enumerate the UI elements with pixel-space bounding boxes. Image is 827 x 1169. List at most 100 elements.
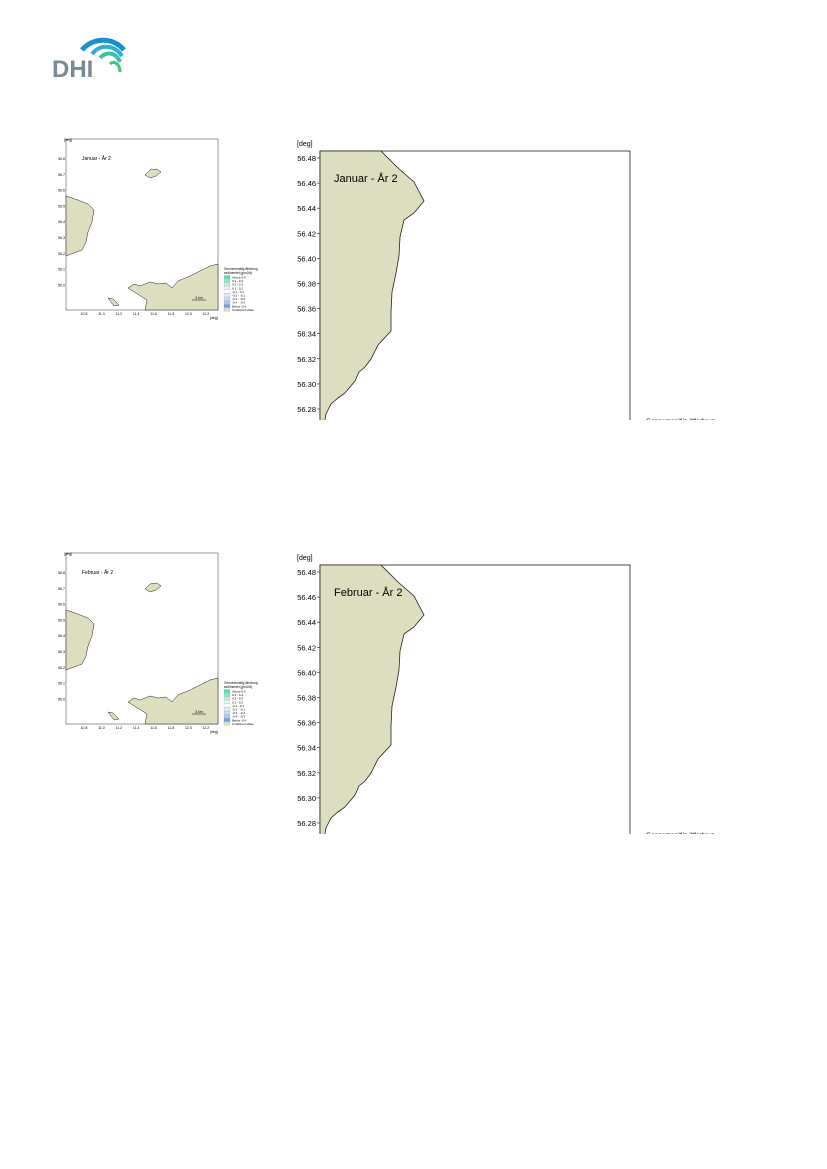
thumb-x-tick: 11.8 [168,726,175,730]
thumb-legend-subtitle: sedimentet (g/m2/d) [224,271,252,275]
thumb-legend-swatch [223,282,231,287]
thumb-legend-subtitle: sedimentet (g/m2/d) [224,685,252,689]
y-tick-label: 56.30 [297,794,316,803]
thumb-legend-swatch [223,286,231,290]
y-tick-label: 56.42 [297,643,316,652]
coastline-land [319,564,425,834]
thumb-legend-swatch [223,297,231,301]
thumb-x-unit: [deg] [210,730,218,734]
thumb-legend-label: Above 0.4 [232,690,246,694]
map-title: Februar - År 2 [334,586,402,599]
map-title: Januar - År 2 [334,172,398,185]
thumb-legend-label: -0.1 - 0.1 [232,290,244,294]
thumb-legend-swatch [223,714,231,719]
thumb-land-south [127,263,219,311]
thumb-y-tick: 56.3 [58,650,65,654]
map-figure-january: Januar - År 2 56.48 56.46 56.44 56.42 56.40 56… [58,138,715,420]
thumb-legend-swatch [223,279,231,283]
thumb-x-tick: 10.8 [81,312,88,316]
thumb-legend-label: Above 0.4 [232,276,246,280]
legend-title: Gennemsnitlig iltforbrug [646,832,715,834]
thumb-legend-label: 0.1 - 0.2 [232,700,243,704]
thumb-legend-swatch [223,300,231,305]
thumb-x-tick: 11.6 [150,312,157,316]
thumb-legend-swatch [223,707,231,711]
thumb-y-tick: 56.4 [58,220,65,224]
thumb-legend-label: -0.3 - -0.2 [232,297,245,301]
thumb-land-west [65,609,95,671]
y-tick-label: 56.28 [297,819,316,828]
thumb-y-tick: 56.5 [58,204,65,208]
y-tick-label: 56.38 [297,694,316,703]
y-tick-label: 56.48 [297,568,316,577]
y-tick-label: 56.28 [297,405,316,414]
thumb-land-south [127,677,219,725]
thumb-y-tick: 56.8 [58,571,65,575]
thumb-y-unit: [deg] [64,138,72,142]
thumb-y-tick: 56.0 [58,283,65,287]
thumb-x-tick: 11.0 [98,312,105,316]
y-tick-label: 56.42 [297,229,316,238]
thumb-x-tick: 12.2 [202,312,209,316]
thumb-islet [107,711,120,721]
y-tick-label: 56.30 [297,380,316,389]
thumb-legend-label: -0.4 - -0.3 [232,715,245,719]
thumb-legend-label: -0.3 - -0.2 [232,711,245,715]
thumb-x-tick: 11.4 [133,726,140,730]
map-panel-2: Februar - År 2 56.48 56.46 56.44 56.42 56.40 5… [0,414,827,834]
thumb-legend-label: Undefined Value [232,722,254,726]
thumb-x-tick: 12.2 [202,726,209,730]
thumb-legend-label: Below -0.4 [232,718,247,722]
y-tick-label: 56.36 [297,719,316,728]
thumb-title: Januar - År 2 [82,155,111,162]
thumb-legend-swatch [223,307,231,312]
logo-text: DHI [52,56,93,80]
thumb-legend-label: Undefined Value [232,308,254,312]
thumb-legend-label: 0.1 - 0.2 [232,286,243,290]
thumb-y-unit: [deg] [64,552,72,556]
y-tick-label: 56.32 [297,769,316,778]
thumb-y-tick: 56.0 [58,697,65,701]
thumb-legend-swatch [223,696,231,701]
y-tick-label: 56.40 [297,668,316,677]
thumb-x-tick: 11.2 [116,726,123,730]
thumb-island [144,582,162,593]
y-tick-label: 56.34 [297,744,316,753]
thumb-legend-swatch [223,721,231,726]
thumb-legend-label: -0.4 - -0.3 [232,301,245,305]
coastline-land [319,150,425,420]
thumb-legend-title: Gennemsnitlig iltforbrug [224,267,258,271]
thumb-x-tick: 11.6 [150,726,157,730]
y-tick-label: 56.48 [297,154,316,163]
y-tick-label: 56.32 [297,355,316,364]
thumb-y-tick: 56.3 [58,236,65,240]
y-tick-label: 56.44 [297,618,316,627]
thumb-scale-label: 3 km [195,296,203,300]
thumb-y-tick: 56.2 [58,252,65,256]
thumb-legend-swatch [223,711,231,715]
thumb-title: Februar - År 2 [82,569,113,576]
thumb-y-tick: 56.6 [58,603,65,607]
thumb-y-tick: 56.4 [58,634,65,638]
y-axis-unit: [deg] [297,555,313,562]
thumb-legend-swatch [223,689,231,693]
thumb-x-tick: 11.0 [98,726,105,730]
thumb-legend-swatch [223,289,231,294]
thumb-legend-swatch [223,718,231,722]
y-axis-unit: [deg] [297,141,313,148]
thumb-y-tick: 56.8 [58,157,65,161]
y-tick-label: 56.38 [297,280,316,289]
thumb-legend-swatch [223,293,231,297]
thumb-y-tick: 56.2 [58,666,65,670]
thumb-legend-swatch [223,700,231,704]
thumb-y-tick: 56.1 [58,682,65,686]
y-tick-label: 56.46 [297,179,316,188]
thumb-legend-label: -0.2 - -0.1 [232,708,245,712]
y-tick-label: 56.36 [297,305,316,314]
thumb-legend-swatch [223,703,231,708]
thumb-legend-label: -0.1 - 0.1 [232,704,244,708]
thumb-legend-swatch [223,693,231,697]
thumb-legend-label: 0.3 - 0.4 [232,693,243,697]
thumb-legend-title: Gennemsnitlig iltforbrug [224,681,258,685]
thumb-scale-label: 3 km [195,710,203,714]
